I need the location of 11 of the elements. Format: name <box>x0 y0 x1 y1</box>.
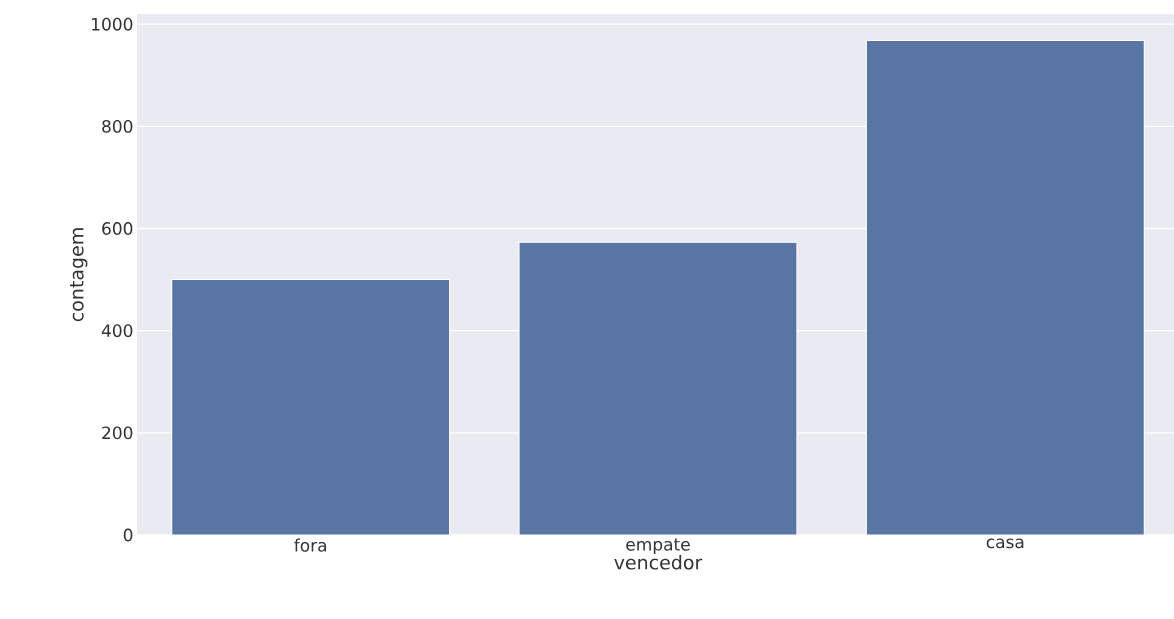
y-tick-label: 400 <box>101 324 133 338</box>
x-tick-label: fora <box>294 538 327 552</box>
x-tick-label: empate <box>626 538 690 554</box>
y-tick-label: 800 <box>102 119 133 133</box>
y-tick-label: 1000 <box>92 17 133 31</box>
y-tick-label: 0 <box>123 528 133 542</box>
y-tick-label: 600 <box>102 222 133 235</box>
x-axis-title: vencedor <box>614 554 703 570</box>
y-tick-label: 200 <box>102 426 133 440</box>
x-tick-label: casa <box>986 538 1024 549</box>
y-axis-title: contagem <box>70 228 88 322</box>
